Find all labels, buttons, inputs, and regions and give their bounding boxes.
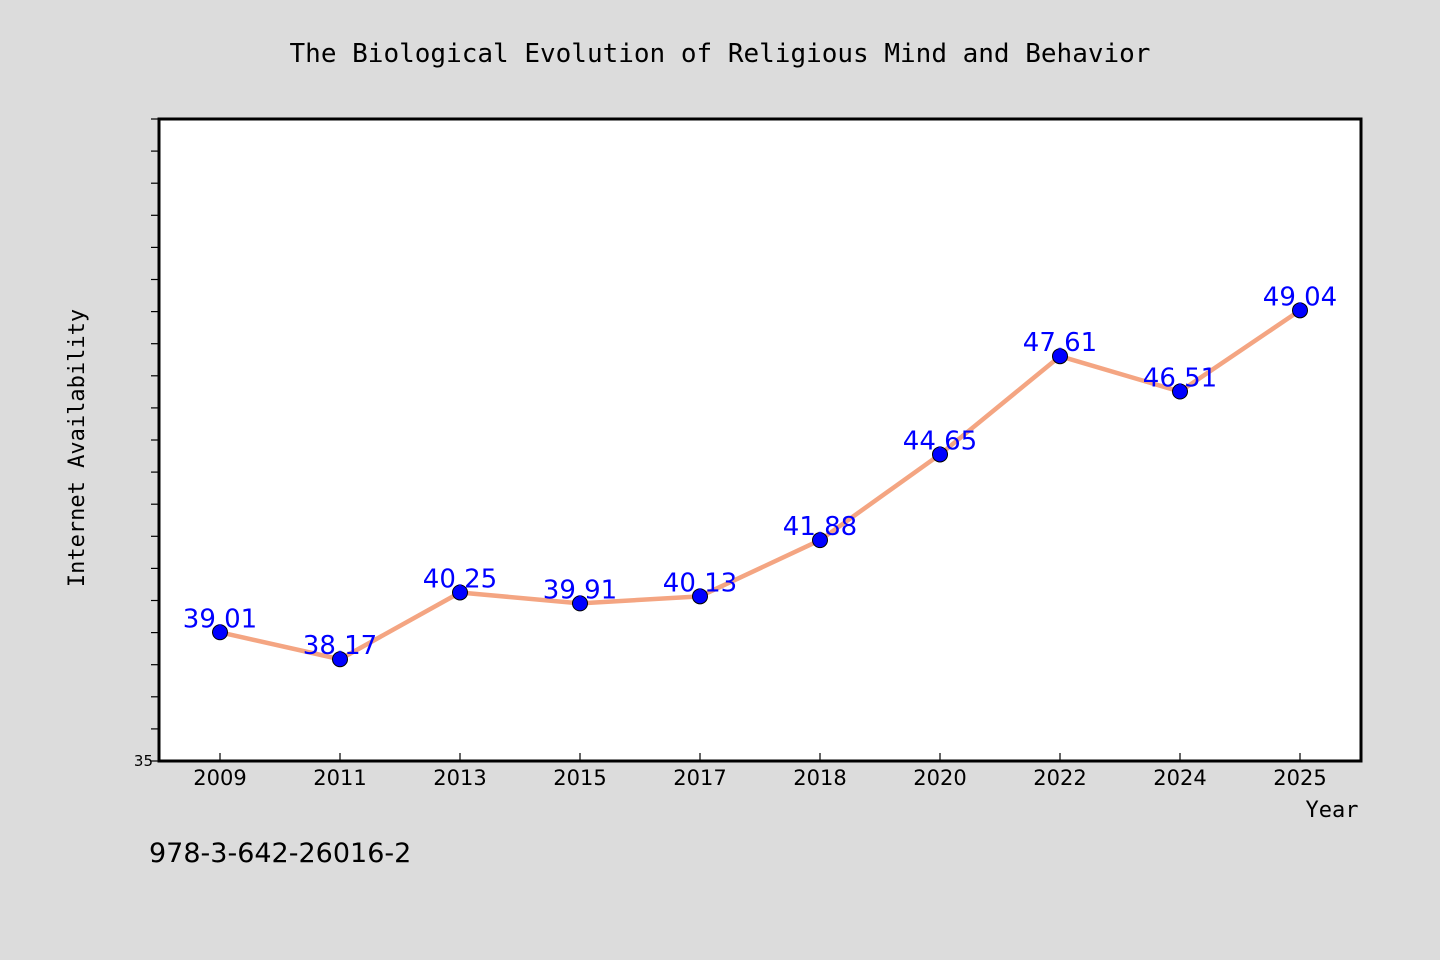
x-tick-label: 2018	[793, 766, 846, 790]
x-tick-label: 2017	[673, 766, 726, 790]
footer-text: 978-3-642-26016-2	[149, 838, 411, 869]
data-point	[1172, 383, 1188, 400]
data-label: 46.51	[1143, 364, 1217, 394]
y-axis-ticks: 35	[134, 118, 159, 770]
x-tick-label: 2020	[913, 766, 966, 790]
data-label: 40.13	[663, 568, 737, 598]
x-tick-label: 2015	[553, 766, 606, 790]
data-label: 47.61	[1023, 328, 1097, 358]
series-layer: 39.01 38.17 40.25 39.91 40.13 41.88 44.65 47.61…	[183, 282, 1337, 668]
data-label: 39.91	[543, 575, 617, 605]
x-axis-ticks: 2009 2011 2013 2015 2017 2018 2020 2022 2024 2025	[193, 753, 1327, 790]
data-label: 39.01	[183, 604, 257, 634]
data-point	[1292, 302, 1308, 319]
x-tick-label: 2024	[1153, 766, 1206, 790]
x-tick-label: 2011	[313, 766, 366, 790]
y-tick-label: 35	[134, 752, 153, 770]
data-point	[692, 588, 708, 605]
x-tick-label: 2013	[433, 766, 486, 790]
data-point	[332, 651, 348, 668]
series-line	[217, 308, 1303, 662]
data-point	[212, 624, 228, 641]
data-point	[572, 595, 588, 612]
data-label: 41.88	[783, 512, 857, 542]
x-axis-label: Year	[1306, 798, 1359, 823]
x-tick-label: 2022	[1033, 766, 1086, 790]
chart-title: The Biological Evolution of Religious Mi…	[290, 39, 1151, 69]
data-label: 44.65	[903, 426, 977, 456]
y-axis-label: Internet Availability	[65, 309, 90, 587]
plot-area	[157, 117, 1363, 763]
data-point	[932, 446, 948, 463]
data-label: 38.17	[303, 631, 377, 661]
x-tick-label: 2025	[1273, 766, 1326, 790]
data-point	[452, 584, 468, 601]
x-tick-label: 2009	[193, 766, 246, 790]
data-label: 49.04	[1263, 282, 1337, 312]
data-point	[1052, 348, 1068, 365]
data-point	[812, 532, 828, 549]
data-label: 40.25	[423, 564, 497, 594]
